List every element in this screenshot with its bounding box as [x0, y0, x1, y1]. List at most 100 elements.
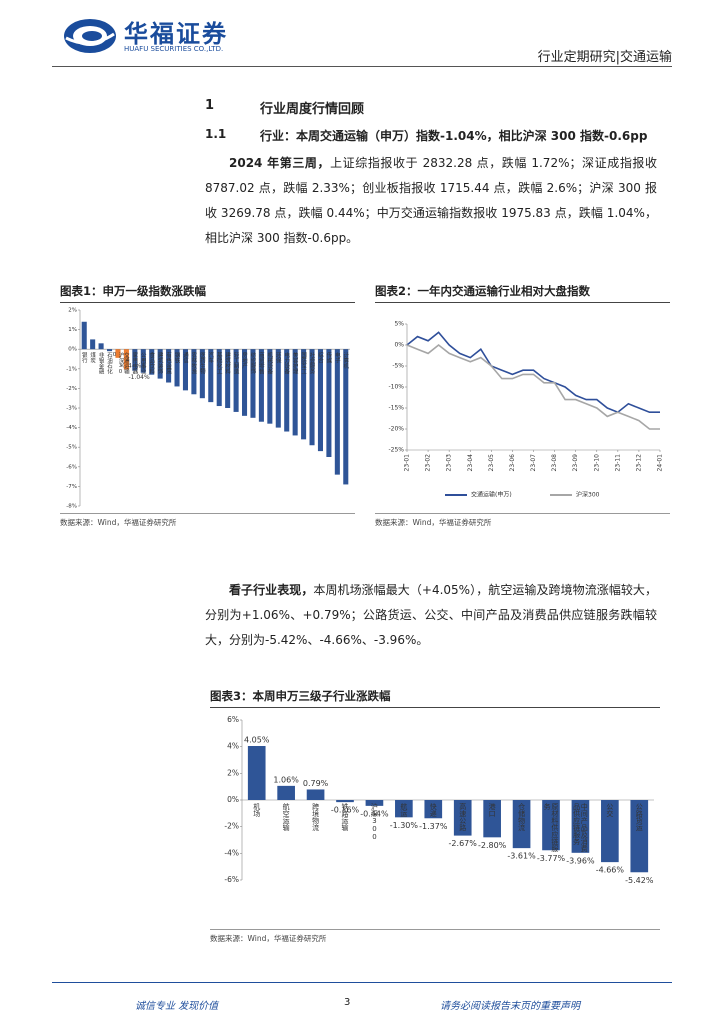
x-tick-label: 23-10 [593, 454, 600, 472]
bar [166, 349, 172, 383]
x-tick-label: 农林牧渔 [190, 351, 197, 375]
y-tick-label: -4% [224, 848, 239, 857]
x-tick-label: 通信 [182, 351, 189, 365]
bar [483, 800, 501, 838]
value-label: -0.16% [331, 806, 360, 815]
y-tick-label: 5% [394, 321, 404, 328]
bar [326, 349, 332, 457]
brand-en: HUAFU SECURITIES CO.,LTD. [124, 45, 224, 53]
value-label: -1.37% [419, 822, 448, 831]
y-tick-label: -7% [66, 484, 77, 490]
y-tick-label: -20% [388, 426, 404, 433]
value-label: -2.67% [449, 839, 478, 848]
y-tick-label: 0% [227, 795, 239, 804]
paragraph: 看子行业表现，本周机场涨幅最大（+4.05%），航空运输及跨境物流涨幅较大，分别… [205, 578, 657, 653]
x-tick-label: 轻工制造 [233, 351, 240, 375]
bar [336, 800, 354, 803]
text: 上证综指报收于 2832.28 点，跌幅 1.72%；深证成指报收 8787.0… [205, 156, 657, 245]
report-type: 行业定期研究|交通运输 [537, 50, 672, 65]
x-tick-label: 社会服务 [309, 351, 316, 375]
x-tick-label: 建筑装饰 [157, 351, 164, 375]
x-tick-label: 仓储物流 [518, 802, 526, 832]
chart: -25% -20% -15% -10% -5% 0% 5% 23-01 23-02 23-03 23… [388, 321, 664, 499]
brand: 华福证券 [124, 20, 228, 48]
value-label: -0.44% [120, 362, 142, 369]
bar [199, 349, 205, 399]
y-tick-label: 2% [68, 308, 77, 314]
subsection-number: 1.1 [205, 127, 227, 141]
x-tick-label: 家用电器 [131, 351, 138, 375]
bar [334, 349, 340, 475]
bar [247, 746, 266, 800]
figure-title: 图表3：本周申万三级子行业涨跌幅 [210, 688, 660, 708]
x-tick-label: 综合 [317, 351, 324, 365]
x-tick-label: 23-09 [572, 454, 579, 472]
x-tick-label: 公交 [606, 803, 614, 818]
bar [301, 349, 307, 440]
x-tick-label: 24-01 [657, 454, 664, 472]
bar [317, 349, 323, 452]
x-tick-label: 纺织服饰 [249, 351, 256, 375]
y-tick-label: -5% [392, 363, 404, 370]
bar [98, 343, 104, 350]
bar [132, 349, 138, 371]
value-label: 4.05% [244, 736, 270, 745]
value-label: -3.77% [537, 854, 566, 863]
y-tick-label: -6% [66, 464, 77, 470]
x-tick-label: 沪深300 [111, 351, 124, 375]
bar [512, 800, 531, 849]
footer-slogan: 诚信专业 发现价值 [135, 1001, 219, 1012]
x-tick-label: 机场 [253, 802, 261, 818]
x-tick-label: 跨境物流 [312, 802, 320, 832]
chart: -8% -7% -6% -5% -4% -3% -2% -1% 0% 1% 2% 银行 煤炭 非银金融 石油… [66, 308, 350, 510]
bar [140, 349, 146, 373]
bar [453, 800, 472, 836]
figure-title: 图表2：一年内交通运输行业相对大盘指数 [375, 283, 670, 303]
bar [191, 349, 197, 395]
bar [149, 349, 155, 375]
y-tick-label: -6% [224, 875, 239, 884]
x-tick-label: 航空运输 [282, 802, 290, 832]
x-tick-label: 电力设备 [283, 351, 290, 375]
section-number: 1 [205, 98, 215, 113]
x-tick-label: 快递 [429, 802, 437, 818]
y-tick-label: 1% [68, 327, 77, 333]
x-tick-label: 中间产品及消费品供应链服务 [573, 802, 589, 853]
y-tick-label: -8% [66, 504, 77, 510]
y-tick-label: -4% [66, 425, 77, 431]
x-tick-label: 有色金属 [165, 351, 172, 375]
bar [123, 349, 129, 370]
footer-rule [52, 982, 672, 983]
bar [424, 800, 443, 819]
value-label: -5.42% [625, 876, 654, 885]
value-label: -4.66% [596, 866, 625, 875]
bar [284, 349, 290, 432]
bar [277, 785, 295, 800]
value-label: -1.04% [128, 374, 150, 381]
page-number: 3 [344, 997, 351, 1008]
value-label: -3.96% [566, 856, 595, 865]
bar [90, 339, 96, 350]
bar [571, 800, 590, 853]
lead: 看子行业表现， [229, 583, 314, 597]
x-tick-label: 计算机 [342, 351, 349, 370]
x-tick-label: 23-08 [551, 454, 558, 472]
x-tick-label: 23-06 [509, 454, 516, 472]
bar [208, 349, 214, 403]
bar [267, 349, 273, 424]
x-tick-label: 医药生物 [199, 352, 206, 375]
bar [258, 349, 264, 422]
footer-note: 请务必阅读报告末页的重要声明 [440, 1001, 580, 1012]
x-tick-label: 23-01 [404, 454, 411, 472]
x-tick-label: 23-07 [530, 454, 537, 472]
x-tick-label: 高速公路 [459, 802, 467, 832]
line [406, 343, 660, 430]
bar [542, 800, 560, 851]
bar [343, 349, 349, 485]
y-tick-label: -10% [388, 384, 404, 391]
x-tick-label: 交通运输 [123, 351, 130, 375]
figure-source: 数据来源：Wind，华福证券研究所 [375, 513, 670, 528]
y-tick-label: -15% [388, 405, 404, 412]
x-tick-label: 沪深300 [370, 802, 378, 841]
